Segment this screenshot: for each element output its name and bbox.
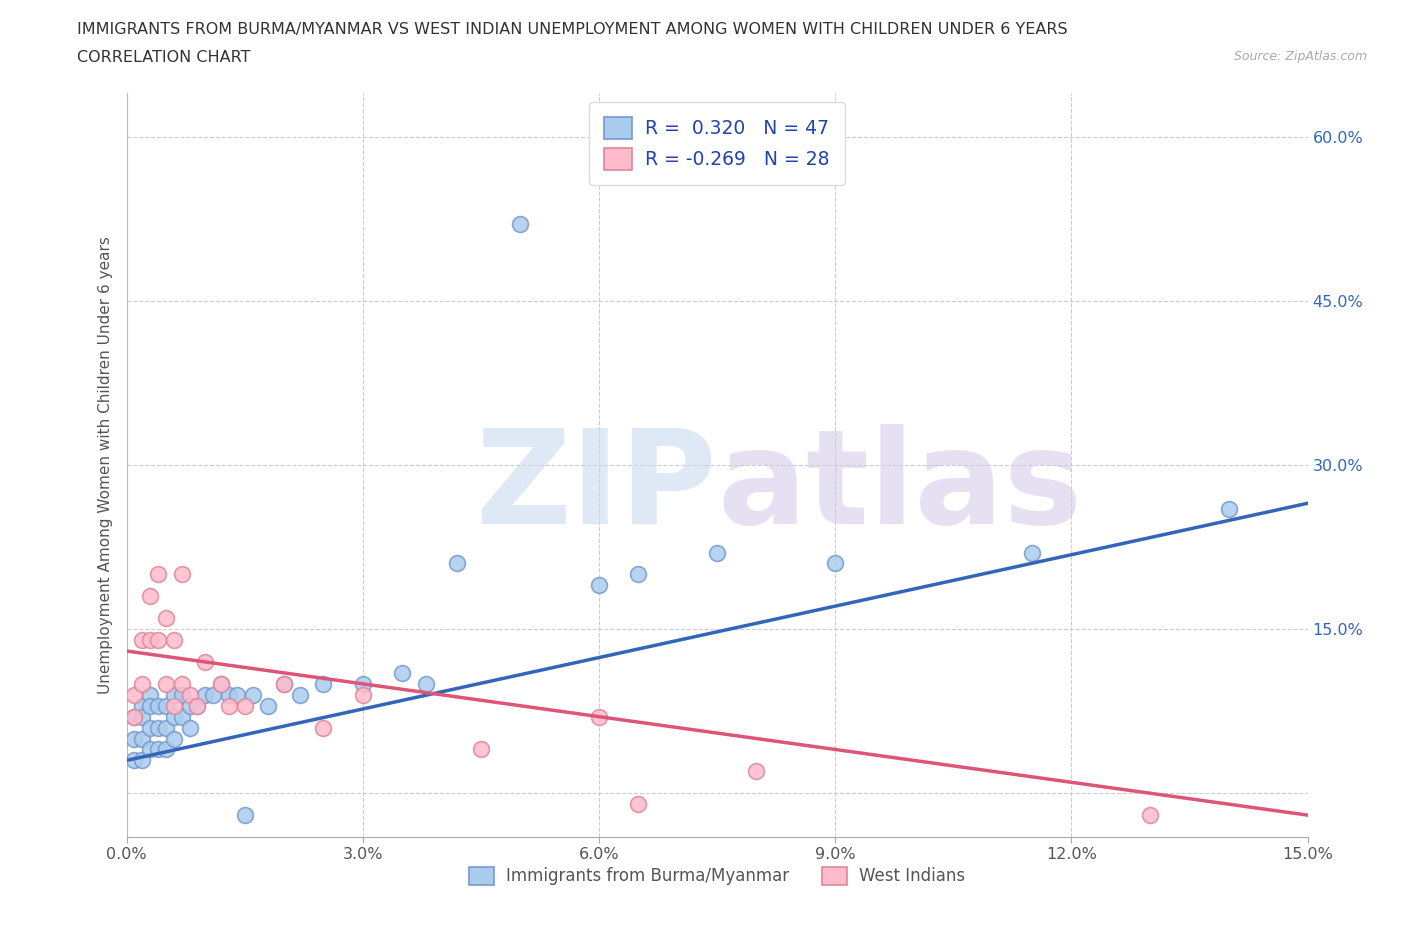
Text: CORRELATION CHART: CORRELATION CHART (77, 50, 250, 65)
Point (155, 742, 177, 757)
Point (131, 632, 153, 647)
Point (170, 710, 193, 724)
Point (170, 567, 193, 582)
Point (139, 720, 162, 735)
Point (170, 676, 193, 691)
Point (139, 687, 162, 702)
Point (155, 720, 177, 735)
Point (745, 764, 768, 778)
Point (179, 720, 201, 735)
Point (139, 589, 162, 604)
Point (209, 676, 232, 691)
Point (588, 710, 610, 724)
Point (124, 731, 146, 746)
Point (179, 687, 201, 702)
Point (288, 687, 311, 702)
Text: Source: ZipAtlas.com: Source: ZipAtlas.com (1233, 50, 1367, 63)
Point (146, 720, 169, 735)
Text: atlas: atlas (717, 424, 1083, 551)
Point (155, 611, 177, 626)
Point (273, 676, 295, 691)
Point (824, 556, 846, 571)
Text: ZIP: ZIP (475, 424, 717, 551)
Point (352, 687, 374, 702)
Point (155, 676, 177, 691)
Point (391, 666, 413, 681)
Point (218, 687, 240, 702)
Point (179, 698, 201, 713)
Point (706, 545, 728, 560)
Point (163, 710, 186, 724)
Point (124, 687, 146, 702)
Point (163, 731, 186, 746)
Point (1218, 501, 1240, 516)
Point (1139, 807, 1161, 822)
Point (273, 676, 295, 691)
Point (242, 687, 264, 702)
Point (170, 687, 193, 702)
Point (163, 687, 186, 702)
Point (131, 676, 153, 691)
Point (209, 676, 232, 691)
Point (312, 720, 335, 735)
Point (131, 731, 153, 746)
Point (139, 632, 162, 647)
Point (139, 698, 162, 713)
Point (124, 753, 146, 768)
Point (218, 698, 240, 713)
Point (627, 797, 650, 812)
Point (312, 676, 335, 691)
Point (415, 676, 437, 691)
Point (233, 807, 256, 822)
Point (131, 710, 153, 724)
Point (446, 556, 468, 571)
Point (163, 632, 186, 647)
Point (352, 676, 374, 691)
Point (146, 567, 169, 582)
Text: IMMIGRANTS FROM BURMA/MYANMAR VS WEST INDIAN UNEMPLOYMENT AMONG WOMEN WITH CHILD: IMMIGRANTS FROM BURMA/MYANMAR VS WEST IN… (77, 22, 1069, 37)
Point (194, 655, 217, 670)
Point (470, 742, 492, 757)
Point (155, 698, 177, 713)
Point (233, 698, 256, 713)
Point (146, 742, 169, 757)
Point (225, 687, 247, 702)
Point (257, 698, 280, 713)
Point (1021, 545, 1043, 560)
Point (131, 753, 153, 768)
Point (194, 687, 217, 702)
Point (186, 698, 208, 713)
Point (124, 710, 146, 724)
Point (139, 742, 162, 757)
Point (588, 578, 610, 592)
Point (163, 698, 186, 713)
Point (627, 567, 650, 582)
Point (124, 710, 146, 724)
Y-axis label: Unemployment Among Women with Children Under 6 years: Unemployment Among Women with Children U… (97, 236, 112, 694)
Point (202, 687, 225, 702)
Point (509, 217, 531, 232)
Point (131, 698, 153, 713)
Legend: Immigrants from Burma/Myanmar, West Indians: Immigrants from Burma/Myanmar, West Indi… (463, 860, 972, 892)
Point (146, 632, 169, 647)
Point (146, 698, 169, 713)
Point (186, 698, 208, 713)
